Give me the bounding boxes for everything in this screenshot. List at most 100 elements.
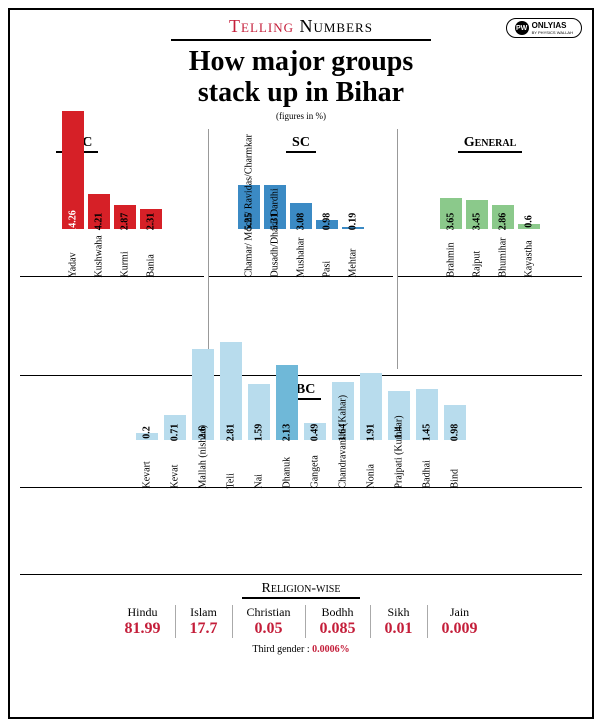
footer-label: Third gender : (252, 644, 312, 655)
bar-label: Kurmi (120, 263, 131, 277)
bar: 0.49 (304, 423, 326, 440)
top-charts-row: OBC 14.26Yadav4.21Kushwaha2.87Kurmi2.31B… (20, 129, 582, 369)
religion-name: Sikh (385, 605, 413, 620)
bar-wrap: 1.45 Badhai (416, 389, 438, 487)
bar-value: 0.6 (524, 215, 535, 228)
bar-value: 3.08 (296, 212, 307, 230)
bar-wrap: 3.65 Brahmin (440, 198, 462, 275)
bar-label: Mushahar (296, 263, 307, 277)
religion-val: 81.99 (125, 620, 161, 638)
bar-wrap: 0.2Kevart (136, 433, 158, 487)
bar-label: Kushwaha (94, 263, 105, 277)
header: Telling Numbers PW ONLYIAS BY PHYSICS WA… (20, 16, 582, 37)
bar-value: 0.19 (348, 212, 359, 230)
religion-val: 0.05 (247, 620, 291, 638)
bar: 0.98 (444, 405, 466, 439)
bar-wrap: 0.98 Bind (444, 405, 466, 486)
bar: 2.87 (114, 205, 136, 229)
bar-value: 2.13 (282, 423, 293, 441)
bar-label: Badhai (422, 474, 433, 488)
bar-value: 3.65 (446, 212, 457, 230)
footer: Third gender : 0.0006% (20, 644, 582, 655)
bar: 1.59 (248, 384, 270, 439)
bar-wrap: 1.4Prajpati (Kumhar) (388, 391, 410, 487)
bar-wrap: 1.59 Nai (248, 384, 270, 486)
bar-label: Mallah (nishad) (198, 474, 209, 488)
bar-value: 2.81 (226, 423, 237, 441)
bar-label: Nonia (366, 474, 377, 488)
bar-label: Teli (226, 474, 237, 488)
religion-name: Islam (190, 605, 218, 620)
bar: 1.45 (416, 389, 438, 440)
bar-label: Chamar/ Mochi/ Ravidas/Charmkar (244, 263, 255, 277)
logo-sub: BY PHYSICS WALLAH (532, 30, 573, 35)
bar-wrap: 0.6Kayastha (518, 224, 540, 276)
religion-item: Hindu81.99 (111, 605, 175, 638)
bar-label: Pasi (322, 263, 333, 277)
logo-icon: PW (515, 21, 529, 35)
bar-label: Chandravanshi (Kahar) (338, 474, 349, 488)
bar-label: Brahmin (446, 263, 457, 277)
divider-1 (20, 375, 582, 376)
bar-value: 2.86 (498, 212, 509, 230)
brand-logo: PW ONLYIAS BY PHYSICS WALLAH (506, 18, 582, 38)
bar-value: 0.98 (450, 423, 461, 441)
bar-value: 0.98 (322, 212, 333, 230)
bar-label: Rajput (472, 263, 483, 277)
bar-value: 0.71 (170, 423, 181, 441)
bar: 3.65 (440, 198, 462, 228)
bar-wrap: 0.49 Gangeta (304, 423, 326, 487)
religion-val: 0.009 (442, 620, 478, 638)
sc-bars: 5.25Chamar/ Mochi/ Ravidas/Charmkar5.31D… (209, 157, 393, 277)
bar-label: Kevat (170, 474, 181, 488)
bar-wrap: 2.13 Dhanuk (276, 365, 298, 486)
bar: 2.81 (220, 342, 242, 440)
religion-name: Jain (442, 605, 478, 620)
bar-value: 0.2 (142, 426, 153, 439)
bar: 2.31 (140, 209, 162, 228)
religion-val: 0.085 (320, 620, 356, 638)
religion-section: Religion-wise Hindu81.99Islam17.7Christi… (20, 579, 582, 655)
bar-wrap: 0.71 Kevat (164, 415, 186, 487)
bar-wrap: 2.87 Kurmi (114, 205, 136, 276)
religion-name: Christian (247, 605, 291, 620)
bar-wrap: 14.26 Yadav (62, 111, 84, 276)
bar: 14.26 (62, 111, 84, 229)
bar-value: 4.21 (94, 212, 105, 230)
bar-label: Mehtar (348, 263, 359, 277)
bar: 0.19 (342, 227, 364, 229)
religion-title: Religion-wise (242, 581, 361, 599)
sc-title: SC (286, 135, 316, 153)
bar: 0.98 (316, 220, 338, 228)
title-line1: How major groups (20, 47, 582, 78)
bar-label: Nai (254, 474, 265, 488)
bar-wrap: 2.31Bania (140, 209, 162, 275)
header-title: Telling Numbers (20, 16, 582, 37)
sc-panel: SC 5.25Chamar/ Mochi/ Ravidas/Charmkar5.… (208, 129, 393, 369)
bar-wrap: 5.31Dusadh/Dhari/ Dardhi (264, 185, 286, 276)
header-black: Numbers (294, 16, 373, 36)
bar-label: Yadav (68, 263, 79, 277)
bar-value: 3.45 (472, 212, 483, 230)
subtitle: (figures in %) (20, 111, 582, 121)
bar: 3.08 (290, 203, 312, 228)
bar-value: 0.49 (310, 423, 321, 441)
bar: 2.13 (276, 365, 298, 439)
bar-wrap: 2.6Mallah (nishad) (192, 349, 214, 487)
bar: 2.86 (492, 205, 514, 229)
bar-value: 2.31 (146, 212, 157, 230)
divider-2 (20, 574, 582, 575)
bar-label: Gangeta (310, 474, 321, 488)
bar-value: 1.45 (422, 423, 433, 441)
bar: 1.91 (360, 373, 382, 440)
religion-name: Hindu (125, 605, 161, 620)
bar-label: Bind (450, 474, 461, 488)
general-panel: General 3.65Brahmin3.45Rajput2.86Bhumiha… (397, 129, 582, 369)
bar-label: Dhanuk (282, 474, 293, 488)
footer-val: 0.0006% (312, 644, 350, 655)
bar: 0.71 (164, 415, 186, 440)
religion-item: Sikh0.01 (370, 605, 427, 638)
bar-value: 1.59 (254, 423, 265, 441)
bar-wrap: 0.98 Pasi (316, 220, 338, 275)
title-line2: stack up in Bihar (20, 78, 582, 109)
